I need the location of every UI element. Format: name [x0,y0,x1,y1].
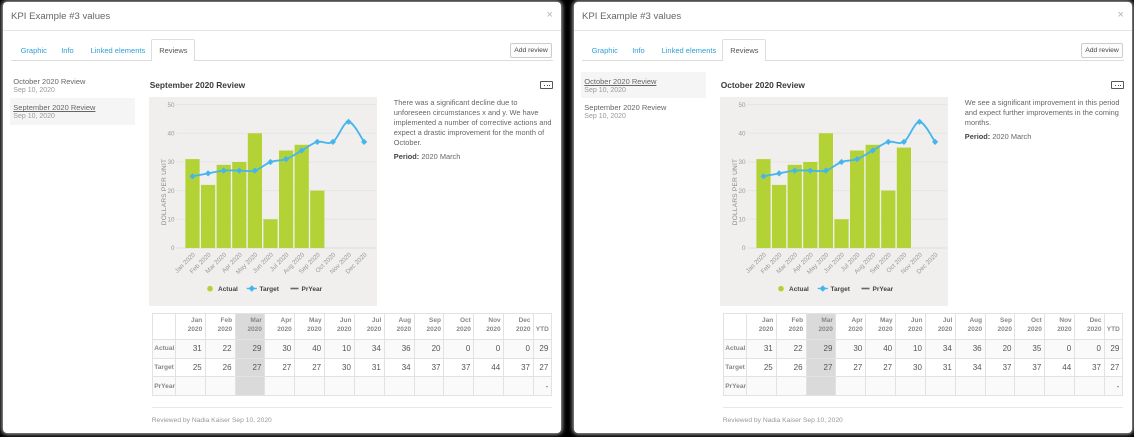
svg-text:0: 0 [742,245,746,252]
svg-text:0: 0 [171,245,175,252]
svg-text:Target: Target [260,286,280,293]
svg-text:Actual: Actual [789,286,809,293]
svg-text:40: 40 [167,130,175,137]
svg-text:DOLLARS PER UNIT: DOLLARS PER UNIT [732,159,739,226]
svg-text:Actual: Actual [218,286,238,293]
svg-text:Target: Target [831,286,851,293]
svg-text:50: 50 [738,102,746,109]
svg-text:PrYear: PrYear [302,286,323,293]
svg-text:10: 10 [738,216,746,223]
svg-text:20: 20 [738,188,746,195]
svg-text:40: 40 [738,130,746,137]
svg-text:10: 10 [167,216,175,223]
svg-text:20: 20 [167,188,175,195]
svg-text:30: 30 [167,159,175,166]
svg-text:50: 50 [167,102,175,109]
svg-text:PrYear: PrYear [873,286,894,293]
svg-text:30: 30 [738,159,746,166]
svg-text:DOLLARS PER UNIT: DOLLARS PER UNIT [161,159,168,226]
